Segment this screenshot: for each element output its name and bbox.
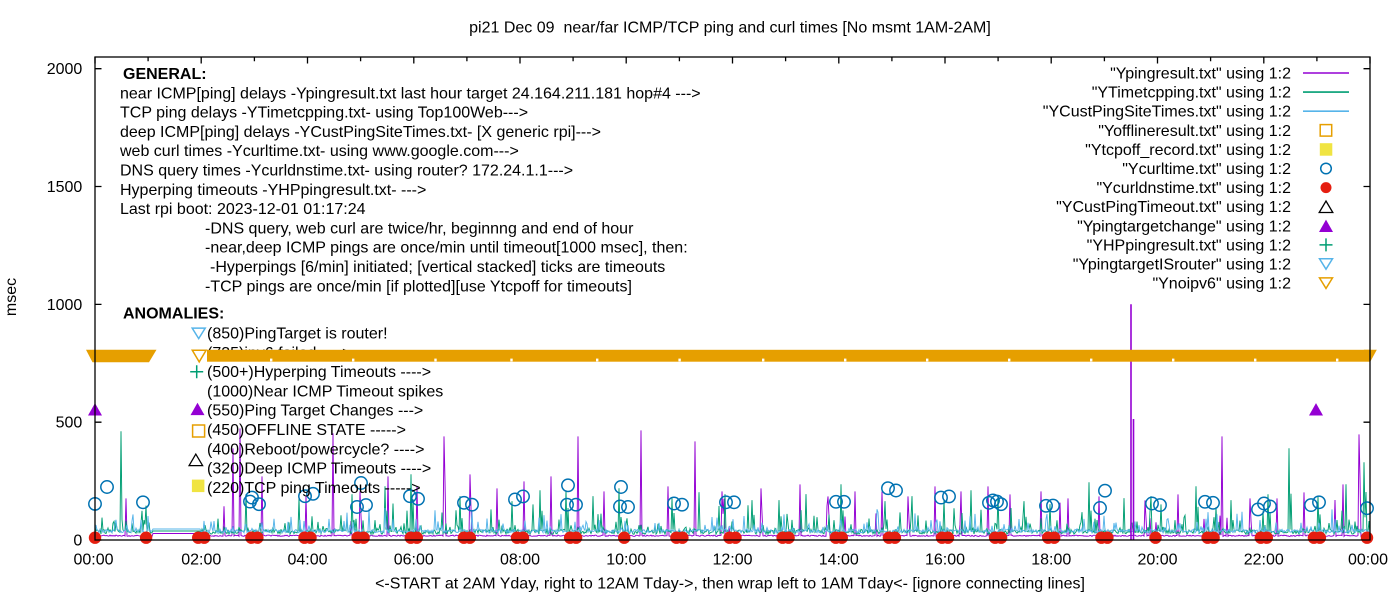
svg-text:"Ynoipv6" using 1:2: "Ynoipv6" using 1:2 — [1152, 276, 1291, 293]
svg-text:"Ycurltime.txt" using 1:2: "Ycurltime.txt" using 1:2 — [1122, 161, 1291, 178]
svg-text:08:00: 08:00 — [500, 552, 540, 569]
svg-text:(500+)Hyperping Timeouts ---->: (500+)Hyperping Timeouts ----> — [207, 364, 431, 381]
svg-text:-near,deep ICMP pings are once: -near,deep ICMP pings are once/min until… — [205, 240, 688, 257]
svg-text:"Ytcpoff_record.txt" using 1:2: "Ytcpoff_record.txt" using 1:2 — [1085, 142, 1291, 159]
svg-text:(550)Ping Target Changes --->: (550)Ping Target Changes ---> — [207, 403, 423, 420]
svg-text:<-START at 2AM Yday, right to: <-START at 2AM Yday, right to 12AM Tday-… — [375, 576, 1085, 593]
svg-text:06:00: 06:00 — [394, 552, 434, 569]
svg-text:(320)Deep ICMP Timeouts ---->: (320)Deep ICMP Timeouts ----> — [207, 461, 431, 478]
svg-text:22:00: 22:00 — [1244, 552, 1284, 569]
svg-text:(220)TCP ping Timeouts ----->: (220)TCP ping Timeouts -----> — [207, 480, 421, 497]
svg-text:00:00: 00:00 — [1348, 552, 1388, 569]
svg-text:-TCP pings are once/min [if pl: -TCP pings are once/min [if plotted][use… — [205, 278, 632, 295]
svg-text:"YpingtargetISrouter" using 1:: "YpingtargetISrouter" using 1:2 — [1073, 257, 1291, 274]
svg-text:14:00: 14:00 — [819, 552, 859, 569]
svg-text:500: 500 — [56, 415, 83, 432]
svg-text:00:00: 00:00 — [73, 552, 113, 569]
svg-text:"YCustPingTimeout.txt" using 1: "YCustPingTimeout.txt" using 1:2 — [1056, 199, 1291, 216]
svg-text:1000: 1000 — [47, 297, 83, 314]
svg-text:(850)PingTarget is router!: (850)PingTarget is router! — [207, 326, 388, 343]
svg-text:Hyperping timeouts -YHPpingres: Hyperping timeouts -YHPpingresult.txt- -… — [120, 182, 426, 199]
svg-text:(1000)Near ICMP Timeout spikes: (1000)Near ICMP Timeout spikes — [207, 383, 443, 400]
svg-text:1500: 1500 — [47, 179, 83, 196]
svg-text:DNS query times -Ycurldnstime.: DNS query times -Ycurldnstime.txt- using… — [120, 163, 573, 180]
svg-text:-Hyperpings [6/min] initiated;: -Hyperpings [6/min] initiated; [vertical… — [210, 259, 665, 276]
svg-text:04:00: 04:00 — [287, 552, 327, 569]
svg-text:deep ICMP[ping] delays -YCustP: deep ICMP[ping] delays -YCustPingSiteTim… — [120, 124, 601, 141]
svg-text:"Ypingtargetchange" using 1:2: "Ypingtargetchange" using 1:2 — [1077, 218, 1291, 235]
svg-text:-DNS query, web curl are twice: -DNS query, web curl are twice/hr, begin… — [205, 220, 634, 237]
svg-text:TCP ping delays -YTimetcpping.: TCP ping delays -YTimetcpping.txt- using… — [120, 105, 528, 122]
svg-text:"YCustPingSiteTimes.txt" using: "YCustPingSiteTimes.txt" using 1:2 — [1043, 104, 1291, 121]
svg-text:near ICMP[ping] delays -Ypingr: near ICMP[ping] delays -Ypingresult.txt … — [120, 85, 701, 102]
svg-text:10:00: 10:00 — [606, 552, 646, 569]
svg-text:(400)Reboot/powercycle? ---->: (400)Reboot/powercycle? ----> — [207, 441, 424, 458]
svg-text:pi21 Dec 09 near/far ICMP/TCP: pi21 Dec 09 near/far ICMP/TCP ping and c… — [469, 20, 991, 37]
svg-text:2000: 2000 — [47, 61, 83, 78]
svg-text:16:00: 16:00 — [925, 552, 965, 569]
svg-text:"Yofflineresult.txt" using 1:2: "Yofflineresult.txt" using 1:2 — [1098, 123, 1291, 140]
svg-text:02:00: 02:00 — [181, 552, 221, 569]
svg-text:"Ypingresult.txt" using 1:2: "Ypingresult.txt" using 1:2 — [1110, 66, 1291, 83]
svg-text:GENERAL:: GENERAL: — [123, 66, 207, 83]
svg-text:20:00: 20:00 — [1137, 552, 1177, 569]
svg-text:18:00: 18:00 — [1031, 552, 1071, 569]
svg-text:web curl times -Ycurltime.txt-: web curl times -Ycurltime.txt- using www… — [119, 143, 519, 160]
svg-text:ANOMALIES:: ANOMALIES: — [123, 306, 224, 323]
svg-text:"YTimetcpping.txt" using 1:2: "YTimetcpping.txt" using 1:2 — [1092, 85, 1291, 102]
svg-text:Last rpi boot: 2023-12-01 01:1: Last rpi boot: 2023-12-01 01:17:24 — [120, 201, 366, 218]
svg-text:0: 0 — [73, 533, 82, 550]
svg-text:12:00: 12:00 — [712, 552, 752, 569]
svg-text:"Ycurldnstime.txt" using 1:2: "Ycurldnstime.txt" using 1:2 — [1096, 180, 1291, 197]
svg-text:(450)OFFLINE STATE ----->: (450)OFFLINE STATE -----> — [207, 422, 406, 439]
svg-text:msec: msec — [3, 278, 20, 316]
svg-text:"YHPpingresult.txt" using 1:2: "YHPpingresult.txt" using 1:2 — [1087, 237, 1291, 254]
